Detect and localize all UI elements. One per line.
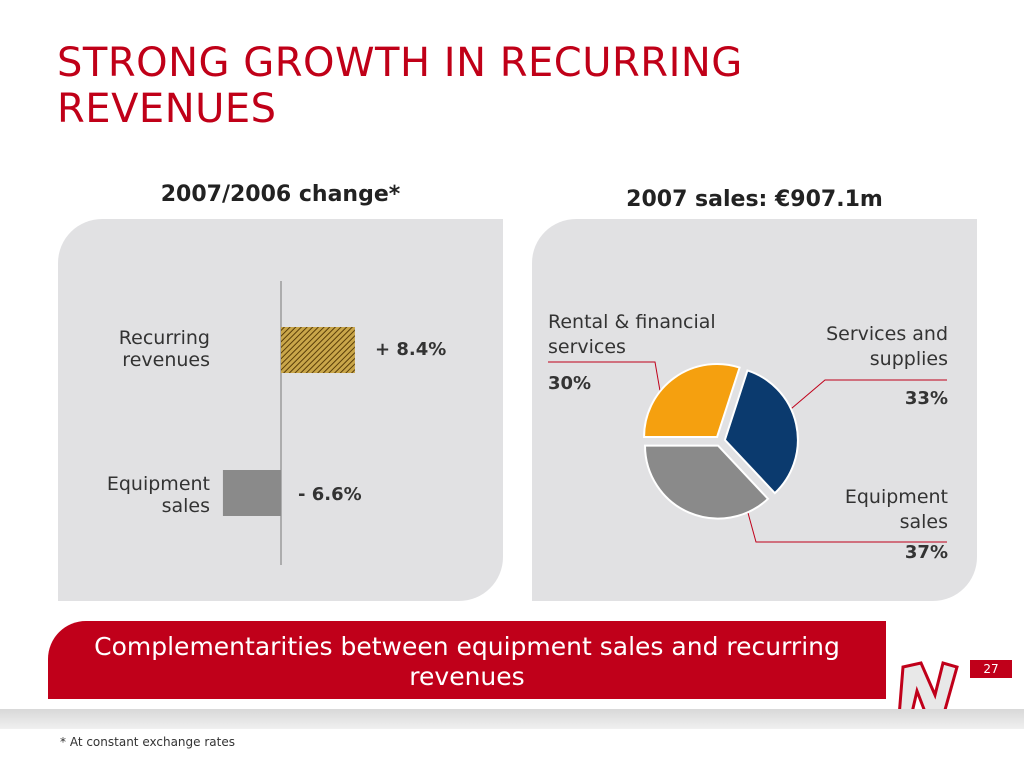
- conclusion-banner: [48, 621, 886, 699]
- pie-slice-equipment: [644, 444, 770, 520]
- bar-equipment: [222, 470, 281, 516]
- pie-label-services: Services and supplies: [826, 323, 948, 370]
- page-number: 27: [970, 660, 1012, 678]
- pie-chart-title: 2007 sales: €907.1m: [626, 187, 883, 212]
- leader-line-services: [784, 379, 947, 415]
- bar-chart-title: 2007/2006 change*: [160, 182, 401, 207]
- bar-category-recurring: Recurring revenues: [118, 327, 210, 371]
- footer-bar: [0, 709, 1024, 729]
- pie-label-equipment: Equipment sales: [844, 486, 948, 533]
- pie-slice-services: [723, 369, 799, 495]
- pie-value-equipment: 37%: [904, 542, 948, 563]
- bar-category-equipment: Equipment sales: [106, 473, 210, 517]
- pie-value-rental: 30%: [548, 373, 592, 394]
- footnote: * At constant exchange rates: [60, 735, 235, 749]
- page-title: STRONG GROWTH IN RECURRING REVENUES: [57, 40, 743, 132]
- leader-line-equipment: [744, 501, 947, 543]
- conclusion-banner-text: Complementarities between equipment sale…: [94, 632, 840, 691]
- bar-value-equipment: - 6.6%: [298, 484, 362, 505]
- pie-slice-rental: [643, 362, 741, 438]
- pie-value-services: 33%: [904, 388, 948, 409]
- bar-recurring: [281, 327, 355, 373]
- bar-value-recurring: + 8.4%: [375, 339, 447, 360]
- pie-chart: [548, 361, 947, 543]
- bar-chart: [222, 281, 355, 565]
- pie-label-rental: Rental & financial services: [548, 311, 716, 358]
